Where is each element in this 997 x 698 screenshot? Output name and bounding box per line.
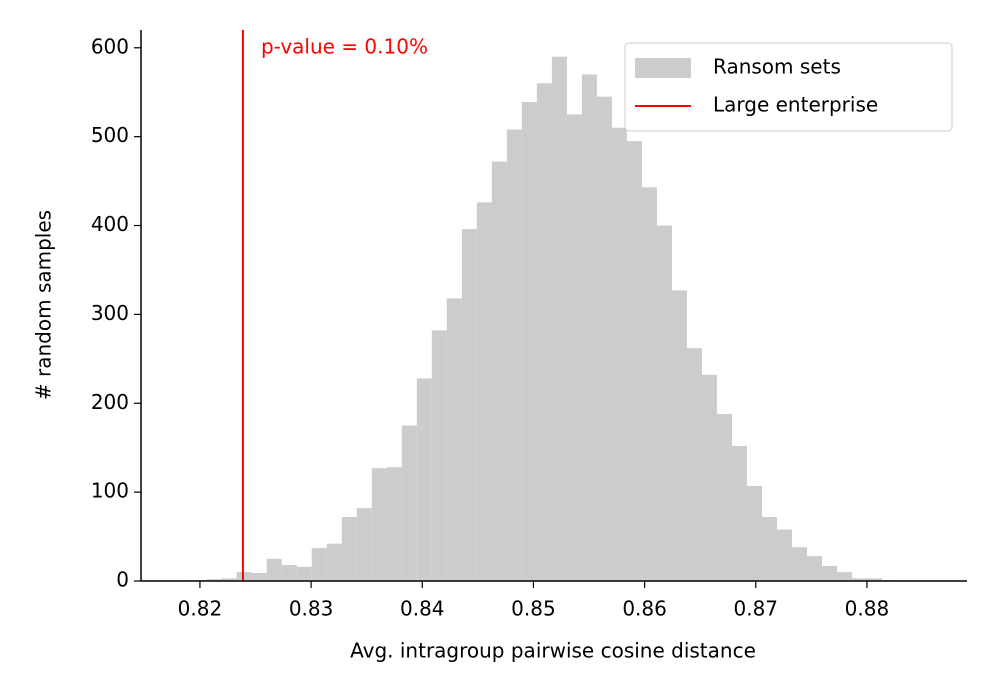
- x-tick-label: 0.87: [734, 597, 779, 621]
- bar: [371, 468, 387, 581]
- bar: [792, 547, 808, 581]
- bar: [807, 556, 823, 581]
- bar: [206, 579, 222, 581]
- bar: [671, 290, 687, 581]
- bar: [326, 543, 342, 581]
- bar: [566, 114, 582, 581]
- bar: [401, 425, 417, 581]
- bar: [641, 187, 657, 581]
- x-tick-label: 0.84: [400, 597, 445, 621]
- y-tick-label: 100: [91, 479, 129, 503]
- bar: [746, 485, 763, 581]
- y-tick-label: 300: [91, 301, 129, 325]
- bar: [701, 374, 717, 581]
- bar: [311, 548, 327, 581]
- bar: [461, 229, 477, 581]
- bar: [221, 578, 237, 581]
- bar: [867, 578, 883, 581]
- bar: [762, 517, 778, 581]
- bar: [716, 413, 732, 581]
- bar: [236, 572, 252, 581]
- legend-patch: [635, 58, 691, 78]
- bar: [476, 202, 492, 582]
- bar: [656, 225, 672, 582]
- bar: [251, 573, 267, 581]
- bar: [491, 161, 507, 581]
- y-tick-label: 0: [116, 568, 129, 592]
- bar: [777, 529, 793, 581]
- x-tick-label: 0.85: [511, 597, 556, 621]
- x-axis-label: Avg. intragroup pairwise cosine distance: [350, 639, 756, 663]
- y-tick-label: 600: [91, 34, 129, 58]
- bar: [536, 83, 552, 582]
- x-tick-label: 0.86: [622, 597, 667, 621]
- y-tick-label: 400: [91, 212, 129, 236]
- bar: [837, 572, 853, 581]
- legend-box: [624, 42, 953, 132]
- bar: [266, 558, 282, 581]
- bar: [852, 578, 868, 581]
- bar: [731, 445, 747, 581]
- y-tick-label: 200: [91, 390, 129, 414]
- bar: [521, 101, 537, 582]
- bar: [296, 566, 312, 581]
- legend-label: Ransom sets: [713, 55, 841, 79]
- y-tick-label: 500: [91, 123, 129, 147]
- x-tick-label: 0.82: [178, 597, 223, 621]
- x-tick-label: 0.83: [289, 597, 334, 621]
- bar: [281, 565, 297, 581]
- bar: [611, 127, 627, 582]
- bar: [551, 56, 567, 581]
- y-axis-label: # random samples: [32, 210, 56, 400]
- bar: [686, 348, 702, 581]
- annotation: p-value = 0.10%: [261, 35, 428, 59]
- bar: [581, 74, 597, 581]
- bar: [341, 517, 357, 581]
- bar: [416, 378, 432, 581]
- bar: [506, 129, 522, 582]
- bar: [626, 141, 642, 581]
- bar: [386, 467, 402, 581]
- bar: [356, 508, 372, 581]
- bar: [596, 96, 612, 581]
- x-tick-label: 0.88: [845, 597, 890, 621]
- bar: [431, 330, 447, 581]
- bar: [822, 565, 838, 581]
- legend-label: Large enterprise: [713, 93, 878, 117]
- bar: [446, 298, 462, 581]
